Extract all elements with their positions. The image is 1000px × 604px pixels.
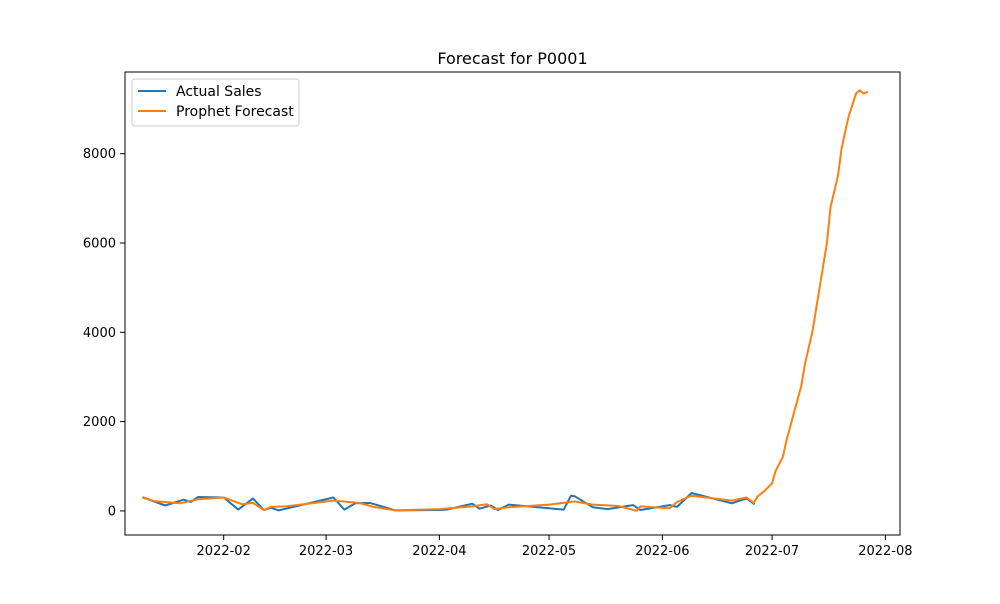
series-layer [142,89,869,512]
y-tick-label: 6000 [83,237,116,252]
x-tick-label: 2022-06 [635,544,689,559]
plot-frame [124,71,901,536]
x-tick-label: 2022-03 [299,544,353,559]
x-tick-label: 2022-07 [745,544,799,559]
x-axis: 2022-02 2022-03 2022-04 2022-05 2022-06 2022-… [197,535,913,559]
legend-label-actual-sales: Actual Sales [176,84,262,100]
legend-box [131,78,300,127]
x-tick-label: 2022-04 [412,544,466,559]
y-axis: 0 2000 4000 6000 8000 [83,147,125,519]
chart-title: Forecast for P0001 [437,49,587,68]
y-tick-label: 4000 [83,326,116,341]
y-tick-label: 0 [108,504,116,519]
x-tick-label: 2022-02 [197,544,251,559]
legend: Actual Sales Prophet Forecast [131,78,300,127]
x-tick-label: 2022-08 [858,544,912,559]
series-line-prophet-forecast [142,89,869,512]
legend-label-prophet-forecast: Prophet Forecast [176,104,294,120]
y-tick-label: 8000 [83,147,116,162]
x-tick-label: 2022-05 [522,544,576,559]
y-tick-label: 2000 [83,415,116,430]
